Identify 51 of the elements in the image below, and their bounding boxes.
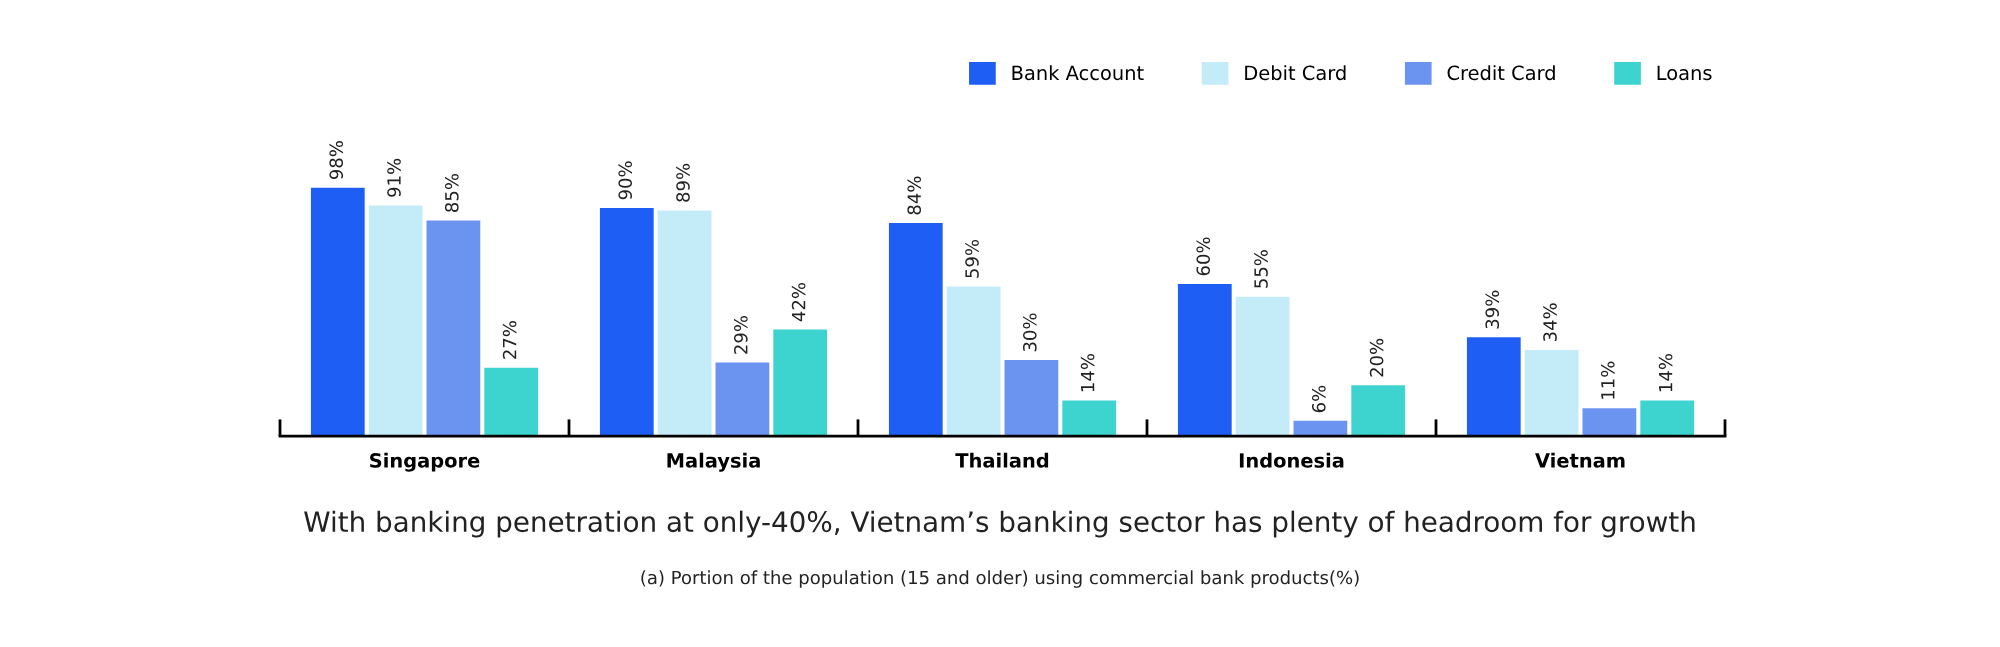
legend-label: Loans xyxy=(1657,65,1712,81)
data-label: 55% xyxy=(1254,250,1268,288)
data-label: 91% xyxy=(387,158,401,197)
data-label: 59% xyxy=(965,239,979,278)
data-label: 14% xyxy=(1080,354,1095,392)
data-label: 85% xyxy=(444,174,459,212)
data-label: 84% xyxy=(907,176,922,215)
bar xyxy=(310,187,365,437)
bar xyxy=(1524,349,1579,437)
bar xyxy=(1466,337,1521,437)
data-label: 6% xyxy=(1311,385,1326,413)
bar xyxy=(1293,420,1348,437)
data-label: 39% xyxy=(1485,290,1500,329)
bar xyxy=(484,367,539,437)
bar xyxy=(1640,400,1695,437)
text: (a) Portion of the population (15 and older) using commercial bank products(%) xyxy=(641,570,1359,588)
data-label: 14% xyxy=(1658,354,1673,392)
bar xyxy=(1582,408,1637,437)
bar xyxy=(1177,283,1232,437)
data-label: 27% xyxy=(502,321,517,359)
data-label: 98% xyxy=(329,141,344,180)
bar xyxy=(1062,400,1117,437)
data-label: 42% xyxy=(791,283,806,322)
legend-label: Credit Card xyxy=(1447,65,1555,81)
bar xyxy=(599,207,654,437)
text: With banking penetration at only-40%, Vietnam’s banking sector has plenty of headroom for growth xyxy=(304,510,1695,538)
x-tick-label: Malaysia xyxy=(667,452,760,472)
x-tick-label: Thailand xyxy=(955,452,1049,468)
x-tick-label: Singapore xyxy=(370,452,480,472)
bar xyxy=(1351,385,1406,437)
bar xyxy=(657,210,712,437)
bar xyxy=(715,362,770,437)
bar xyxy=(888,223,943,437)
data-label: 30% xyxy=(1022,313,1037,352)
x-tick-label: Indonesia xyxy=(1239,452,1344,468)
data-label: 11% xyxy=(1600,361,1615,399)
data-label: 34% xyxy=(1543,303,1557,342)
data-label: 89% xyxy=(676,163,690,202)
bar xyxy=(1235,296,1290,437)
data-label: 90% xyxy=(618,161,633,200)
legend-label: Debit Card xyxy=(1245,65,1346,81)
bar xyxy=(773,329,828,437)
bar xyxy=(426,220,481,437)
data-label: 60% xyxy=(1196,237,1211,276)
x-tick-label: Vietnam xyxy=(1535,452,1625,468)
bar xyxy=(946,286,1001,437)
legend-label: Bank Account xyxy=(1012,65,1144,81)
bar xyxy=(368,205,423,437)
data-label: 29% xyxy=(733,315,748,354)
bar xyxy=(1004,360,1059,437)
data-label: 20% xyxy=(1369,338,1384,377)
